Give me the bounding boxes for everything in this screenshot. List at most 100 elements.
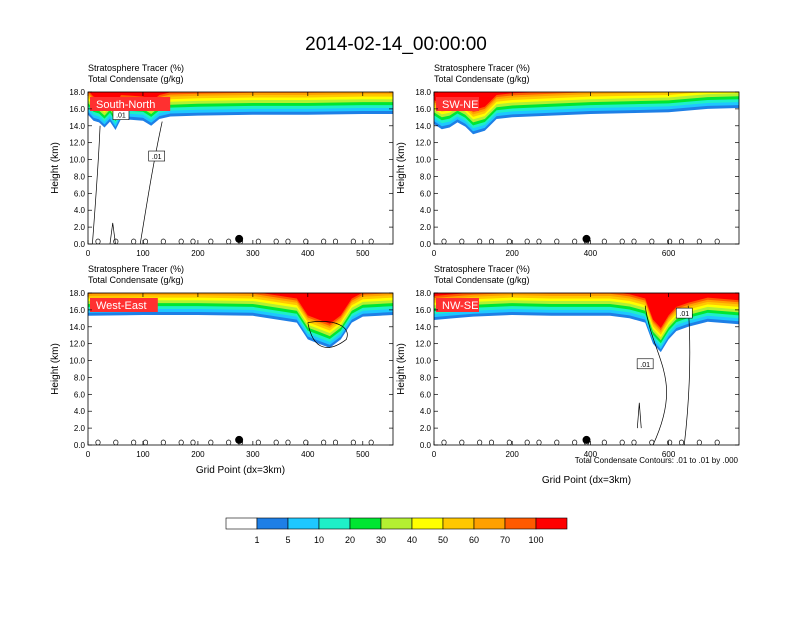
y-tick-label: 0.0 bbox=[74, 240, 86, 249]
colorbar-swatch bbox=[535, 517, 568, 530]
plot-frame bbox=[87, 91, 394, 245]
y-tick-label: 14.0 bbox=[415, 323, 431, 332]
colorbar-swatch bbox=[256, 517, 289, 530]
contour-label: .01 bbox=[679, 311, 689, 318]
y-tick-label: 16.0 bbox=[415, 306, 431, 315]
y-tick-label: 18.0 bbox=[415, 88, 431, 97]
y-tick-label: 10.0 bbox=[69, 357, 85, 366]
x-tick-label: 200 bbox=[506, 450, 520, 459]
section-label-bg bbox=[436, 97, 479, 111]
panel-title-line1: Stratosphere Tracer (%) bbox=[88, 63, 184, 73]
location-marker bbox=[235, 234, 244, 243]
page-title: 2014-02-14_00:00:00 bbox=[305, 34, 487, 55]
x-tick-label: 400 bbox=[584, 249, 598, 258]
colorbar: 1 5 10 20 30 40 50 60 70 100 bbox=[225, 517, 568, 545]
contour-label: .01 bbox=[116, 113, 126, 120]
contour-line bbox=[636, 305, 691, 445]
y-tick-label: 12.0 bbox=[415, 340, 431, 349]
colorbar-swatch bbox=[473, 517, 506, 530]
colorbar-swatch bbox=[225, 517, 258, 530]
y-tick-label: 4.0 bbox=[74, 407, 86, 416]
y-tick-label: 10.0 bbox=[69, 156, 85, 165]
y-tick-label: 12.0 bbox=[415, 139, 431, 148]
y-axis-label: Height (km) bbox=[50, 343, 61, 395]
tracer-band-10 bbox=[89, 92, 185, 106]
y-tick-label: 4.0 bbox=[420, 407, 432, 416]
colorbar-label: 50 bbox=[438, 535, 448, 545]
tracer-band-8 bbox=[88, 92, 393, 111]
section-label-bg bbox=[90, 298, 158, 312]
y-tick-label: 16.0 bbox=[415, 105, 431, 114]
y-tick-label: 8.0 bbox=[74, 172, 86, 181]
y-tick-label: 12.0 bbox=[69, 139, 85, 148]
footnote: Total Condensate Contours: .01 to .01 by… bbox=[575, 456, 739, 465]
y-tick-label: 16.0 bbox=[69, 105, 85, 114]
y-tick-label: 4.0 bbox=[74, 206, 86, 215]
tracer-field bbox=[88, 293, 393, 348]
y-tick-label: 0.0 bbox=[74, 441, 86, 450]
y-tick-label: 10.0 bbox=[415, 156, 431, 165]
x-tick-label: 300 bbox=[246, 450, 260, 459]
panel-title-line2: Total Condensate (g/kg) bbox=[88, 275, 184, 285]
colorbar-swatch bbox=[287, 517, 320, 530]
contour-label: .01 bbox=[152, 154, 162, 161]
colorbar-swatch bbox=[380, 517, 413, 530]
y-tick-label: 6.0 bbox=[420, 189, 432, 198]
colorbar-label: 20 bbox=[345, 535, 355, 545]
colorbar-label: 10 bbox=[314, 535, 324, 545]
colorbar-label: 5 bbox=[285, 535, 290, 545]
x-tick-label: 500 bbox=[356, 450, 370, 459]
panel-title-line1: Stratosphere Tracer (%) bbox=[434, 63, 530, 73]
plot-frame bbox=[433, 91, 740, 245]
location-marker bbox=[582, 435, 591, 444]
panel-title-line2: Total Condensate (g/kg) bbox=[434, 74, 530, 84]
panel-title-line2: Total Condensate (g/kg) bbox=[88, 74, 184, 84]
colorbar-swatch bbox=[349, 517, 382, 530]
contour-label-box bbox=[636, 358, 654, 370]
x-tick-label: 200 bbox=[506, 249, 520, 258]
y-axis-label: Height (km) bbox=[396, 142, 407, 194]
y-tick-label: 8.0 bbox=[74, 373, 86, 382]
y-axis-label: Height (km) bbox=[50, 142, 61, 194]
panel-title-line1: Stratosphere Tracer (%) bbox=[434, 264, 530, 274]
colorbar-label: 60 bbox=[469, 535, 479, 545]
y-tick-label: 18.0 bbox=[69, 289, 85, 298]
x-axis-label: Grid Point (dx=3km) bbox=[542, 475, 631, 486]
y-tick-label: 14.0 bbox=[415, 122, 431, 131]
panel-title-line1: Stratosphere Tracer (%) bbox=[88, 264, 184, 274]
panels: .01 .01 South-North Stratosphere Tracer (%)… bbox=[50, 63, 740, 486]
section-label-bg bbox=[436, 298, 479, 312]
tracer-band-10 bbox=[434, 92, 543, 111]
contour-line bbox=[307, 321, 348, 348]
colorbar-swatch bbox=[442, 517, 475, 530]
x-tick-label: 400 bbox=[301, 450, 315, 459]
y-tick-label: 6.0 bbox=[420, 390, 432, 399]
colorbar-swatch bbox=[318, 517, 351, 530]
colorbar-label: 1 bbox=[254, 535, 259, 545]
colorbar-label: 30 bbox=[376, 535, 386, 545]
panel-sw-ne: SW-NE Stratosphere Tracer (%)Total Conden… bbox=[396, 63, 740, 258]
tracer-field bbox=[434, 293, 739, 353]
section-label: South-North bbox=[96, 99, 155, 111]
y-tick-label: 6.0 bbox=[74, 189, 86, 198]
y-tick-label: 18.0 bbox=[415, 289, 431, 298]
x-tick-label: 0 bbox=[432, 450, 437, 459]
plot-frame bbox=[87, 292, 394, 446]
x-tick-label: 0 bbox=[86, 450, 91, 459]
x-tick-label: 100 bbox=[136, 249, 150, 258]
x-tick-label: 400 bbox=[301, 249, 315, 258]
x-tick-label: 200 bbox=[191, 249, 205, 258]
location-marker bbox=[582, 234, 591, 243]
section-label: NW-SE bbox=[442, 300, 478, 312]
colorbar-label: 40 bbox=[407, 535, 417, 545]
section-label: SW-NE bbox=[442, 99, 478, 111]
y-tick-label: 6.0 bbox=[74, 390, 86, 399]
y-tick-label: 8.0 bbox=[420, 373, 432, 382]
y-tick-label: 16.0 bbox=[69, 306, 85, 315]
tracer-band-10 bbox=[434, 293, 739, 328]
x-axis-label: Grid Point (dx=3km) bbox=[196, 465, 285, 476]
x-tick-label: 200 bbox=[191, 450, 205, 459]
